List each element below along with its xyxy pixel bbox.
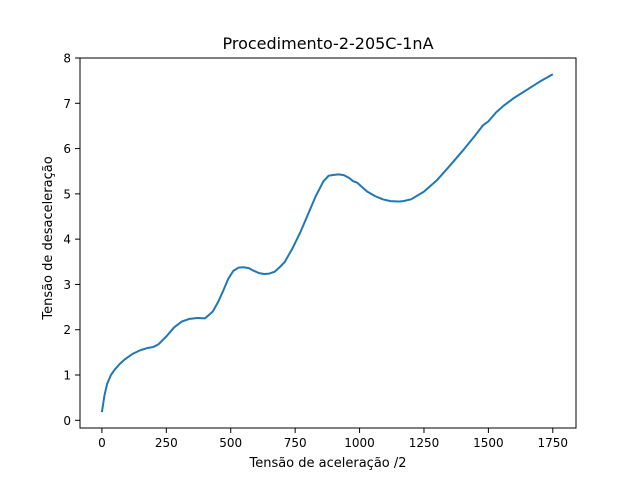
y-tick-label: 0: [63, 414, 71, 428]
y-tick-label: 3: [63, 278, 71, 292]
y-tick-label: 4: [63, 233, 71, 247]
y-tick-label: 5: [63, 187, 71, 201]
y-axis-ticks: 0 1 2 3 4 5 6 7 8: [63, 52, 80, 428]
x-axis-ticks: 0 250 500 750 1000 1250 1500 1750: [98, 428, 568, 450]
y-tick-label: 8: [63, 52, 71, 66]
x-tick-label: 0: [98, 436, 106, 450]
y-axis-label: Tensão de desaceleração: [41, 156, 56, 320]
y-tick-label: 7: [63, 97, 71, 111]
x-tick-label: 1000: [344, 436, 375, 450]
plot-area: [100, 73, 554, 413]
x-tick-label: 250: [155, 436, 178, 450]
chart-title: Procedimento-2-205C-1nA: [222, 34, 433, 53]
x-tick-label: 500: [219, 436, 242, 450]
axes-frame: [79, 57, 577, 429]
series-line-0: [100, 73, 554, 413]
y-tick-label: 1: [63, 369, 71, 383]
y-tick-label: 6: [63, 142, 71, 156]
x-tick-label: 750: [284, 436, 307, 450]
x-tick-label: 1250: [409, 436, 440, 450]
x-axis-label: Tensão de aceleração /2: [248, 456, 406, 471]
x-tick-label: 1500: [473, 436, 504, 450]
x-tick-label: 1750: [538, 436, 569, 450]
y-tick-label: 2: [63, 323, 71, 337]
